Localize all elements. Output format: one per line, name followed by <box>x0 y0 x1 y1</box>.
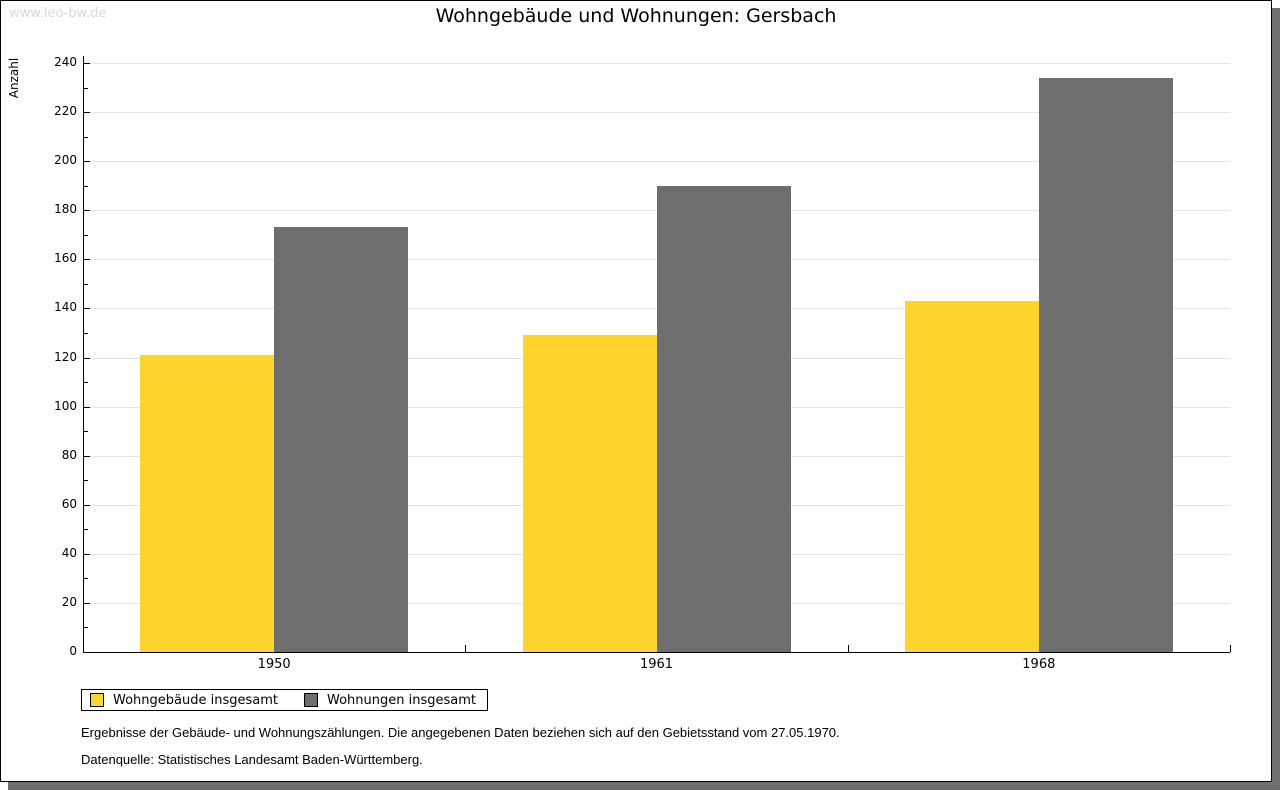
legend-label-wohngebaeude: Wohngebäude insgesamt <box>113 692 278 708</box>
bar-wohnungen-1950 <box>274 227 409 652</box>
y-tick-label: 80 <box>61 447 77 462</box>
y-minor-tick <box>84 578 88 580</box>
x-tick <box>847 645 849 652</box>
y-tick <box>84 553 90 555</box>
footer-source: Datenquelle: Statistisches Landesamt Bad… <box>81 752 423 767</box>
x-category-label: 1961 <box>639 657 674 672</box>
legend-swatch-wohngebaeude <box>90 693 104 707</box>
y-minor-tick <box>84 87 88 89</box>
x-category-label: 1950 <box>257 657 291 672</box>
y-tick <box>84 63 90 64</box>
gridline <box>83 161 1230 163</box>
y-tick-label: 220 <box>54 104 77 119</box>
y-minor-tick <box>84 283 88 285</box>
chart-title: Wohngebäude und Wohnungen: Gersbach <box>435 5 837 27</box>
legend-label-wohnungen: Wohnungen insgesamt <box>327 692 476 708</box>
y-tick-label: 160 <box>54 251 77 266</box>
y-tick <box>84 357 90 359</box>
plot-area: 1950 1961 1968 0 20 40 60 80 100 120 140 160 180 200 2… <box>1 1 1271 781</box>
y-tick-label: 240 <box>54 55 77 69</box>
x-axis-line <box>83 652 1230 653</box>
y-tick-label: 100 <box>54 398 77 413</box>
y-tick <box>84 112 90 114</box>
bar-wohnungen-1961 <box>656 185 791 652</box>
y-minor-tick <box>84 480 88 482</box>
y-tick-label: 180 <box>54 202 77 217</box>
y-tick-label: 140 <box>54 300 77 315</box>
y-tick-label: 120 <box>54 349 77 364</box>
legend-item-wohnungen: Wohnungen insgesamt <box>304 693 476 708</box>
y-tick <box>84 210 90 212</box>
legend: Wohngebäude insgesamt Wohnungen insgesam… <box>81 689 488 711</box>
y-tick <box>84 652 90 653</box>
y-tick <box>84 259 90 261</box>
y-tick-label: 40 <box>61 545 77 560</box>
y-tick <box>84 504 90 506</box>
y-minor-tick <box>84 431 88 433</box>
y-tick <box>84 308 90 310</box>
legend-swatch-wohnungen <box>304 693 318 707</box>
y-minor-tick <box>84 382 88 384</box>
legend-item-wohngebaeude: Wohngebäude insgesamt <box>90 693 278 708</box>
y-minor-tick <box>84 234 88 236</box>
watermark: www.leo-bw.de <box>9 6 107 21</box>
y-tick <box>84 455 90 457</box>
y-tick <box>84 406 90 408</box>
x-tick <box>1230 645 1231 652</box>
x-category-label: 1968 <box>1022 657 1056 672</box>
y-tick-label: 20 <box>61 594 77 609</box>
y-minor-tick <box>84 529 88 531</box>
y-tick-label: 60 <box>61 496 77 511</box>
y-tick <box>84 161 90 163</box>
y-tick-label: 200 <box>54 153 77 168</box>
y-minor-tick <box>84 185 88 187</box>
y-axis-line <box>83 56 84 653</box>
y-minor-tick <box>84 136 88 138</box>
gridline <box>83 112 1230 114</box>
y-minor-tick <box>84 627 88 629</box>
gridline <box>83 63 1230 64</box>
footer-note: Ergebnisse der Gebäude- und Wohnungszähl… <box>81 725 840 740</box>
y-tick-label: 0 <box>69 644 77 658</box>
x-tick <box>465 645 467 652</box>
bar-wohngebaeude-1950 <box>140 355 275 652</box>
y-tick <box>84 602 90 604</box>
bar-wohngebaeude-1961 <box>522 335 657 652</box>
bar-wohngebaeude-1968 <box>904 301 1039 652</box>
bar-wohnungen-1968 <box>1038 77 1173 652</box>
y-minor-tick <box>84 332 88 334</box>
